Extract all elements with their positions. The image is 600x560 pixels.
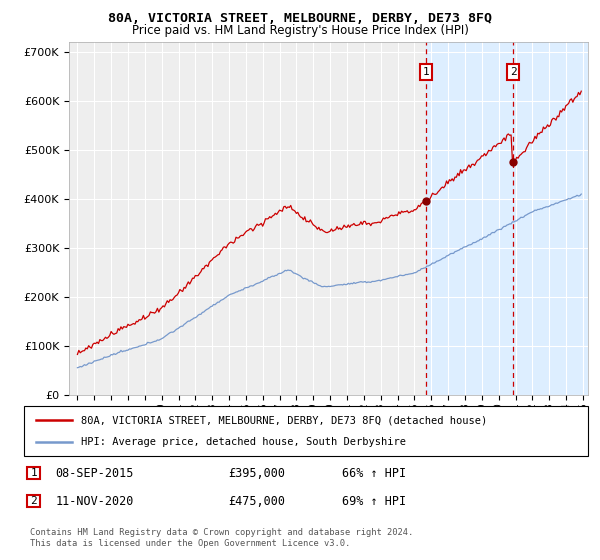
Text: 1: 1 xyxy=(422,67,430,77)
Text: Contains HM Land Registry data © Crown copyright and database right 2024.
This d: Contains HM Land Registry data © Crown c… xyxy=(30,528,413,548)
Text: 69% ↑ HPI: 69% ↑ HPI xyxy=(342,494,406,508)
Text: Price paid vs. HM Land Registry's House Price Index (HPI): Price paid vs. HM Land Registry's House … xyxy=(131,24,469,37)
Text: £475,000: £475,000 xyxy=(228,494,285,508)
Text: HPI: Average price, detached house, South Derbyshire: HPI: Average price, detached house, Sout… xyxy=(81,437,406,447)
Text: 11-NOV-2020: 11-NOV-2020 xyxy=(55,494,134,508)
Text: 2: 2 xyxy=(510,67,517,77)
Text: 80A, VICTORIA STREET, MELBOURNE, DERBY, DE73 8FQ: 80A, VICTORIA STREET, MELBOURNE, DERBY, … xyxy=(108,12,492,25)
Text: 80A, VICTORIA STREET, MELBOURNE, DERBY, DE73 8FQ (detached house): 80A, VICTORIA STREET, MELBOURNE, DERBY, … xyxy=(81,415,487,425)
Text: 08-SEP-2015: 08-SEP-2015 xyxy=(55,466,134,480)
Text: 2: 2 xyxy=(30,496,37,506)
Text: 1: 1 xyxy=(30,468,37,478)
Text: 66% ↑ HPI: 66% ↑ HPI xyxy=(342,466,406,480)
Bar xyxy=(426,42,588,395)
Text: £395,000: £395,000 xyxy=(228,466,285,480)
